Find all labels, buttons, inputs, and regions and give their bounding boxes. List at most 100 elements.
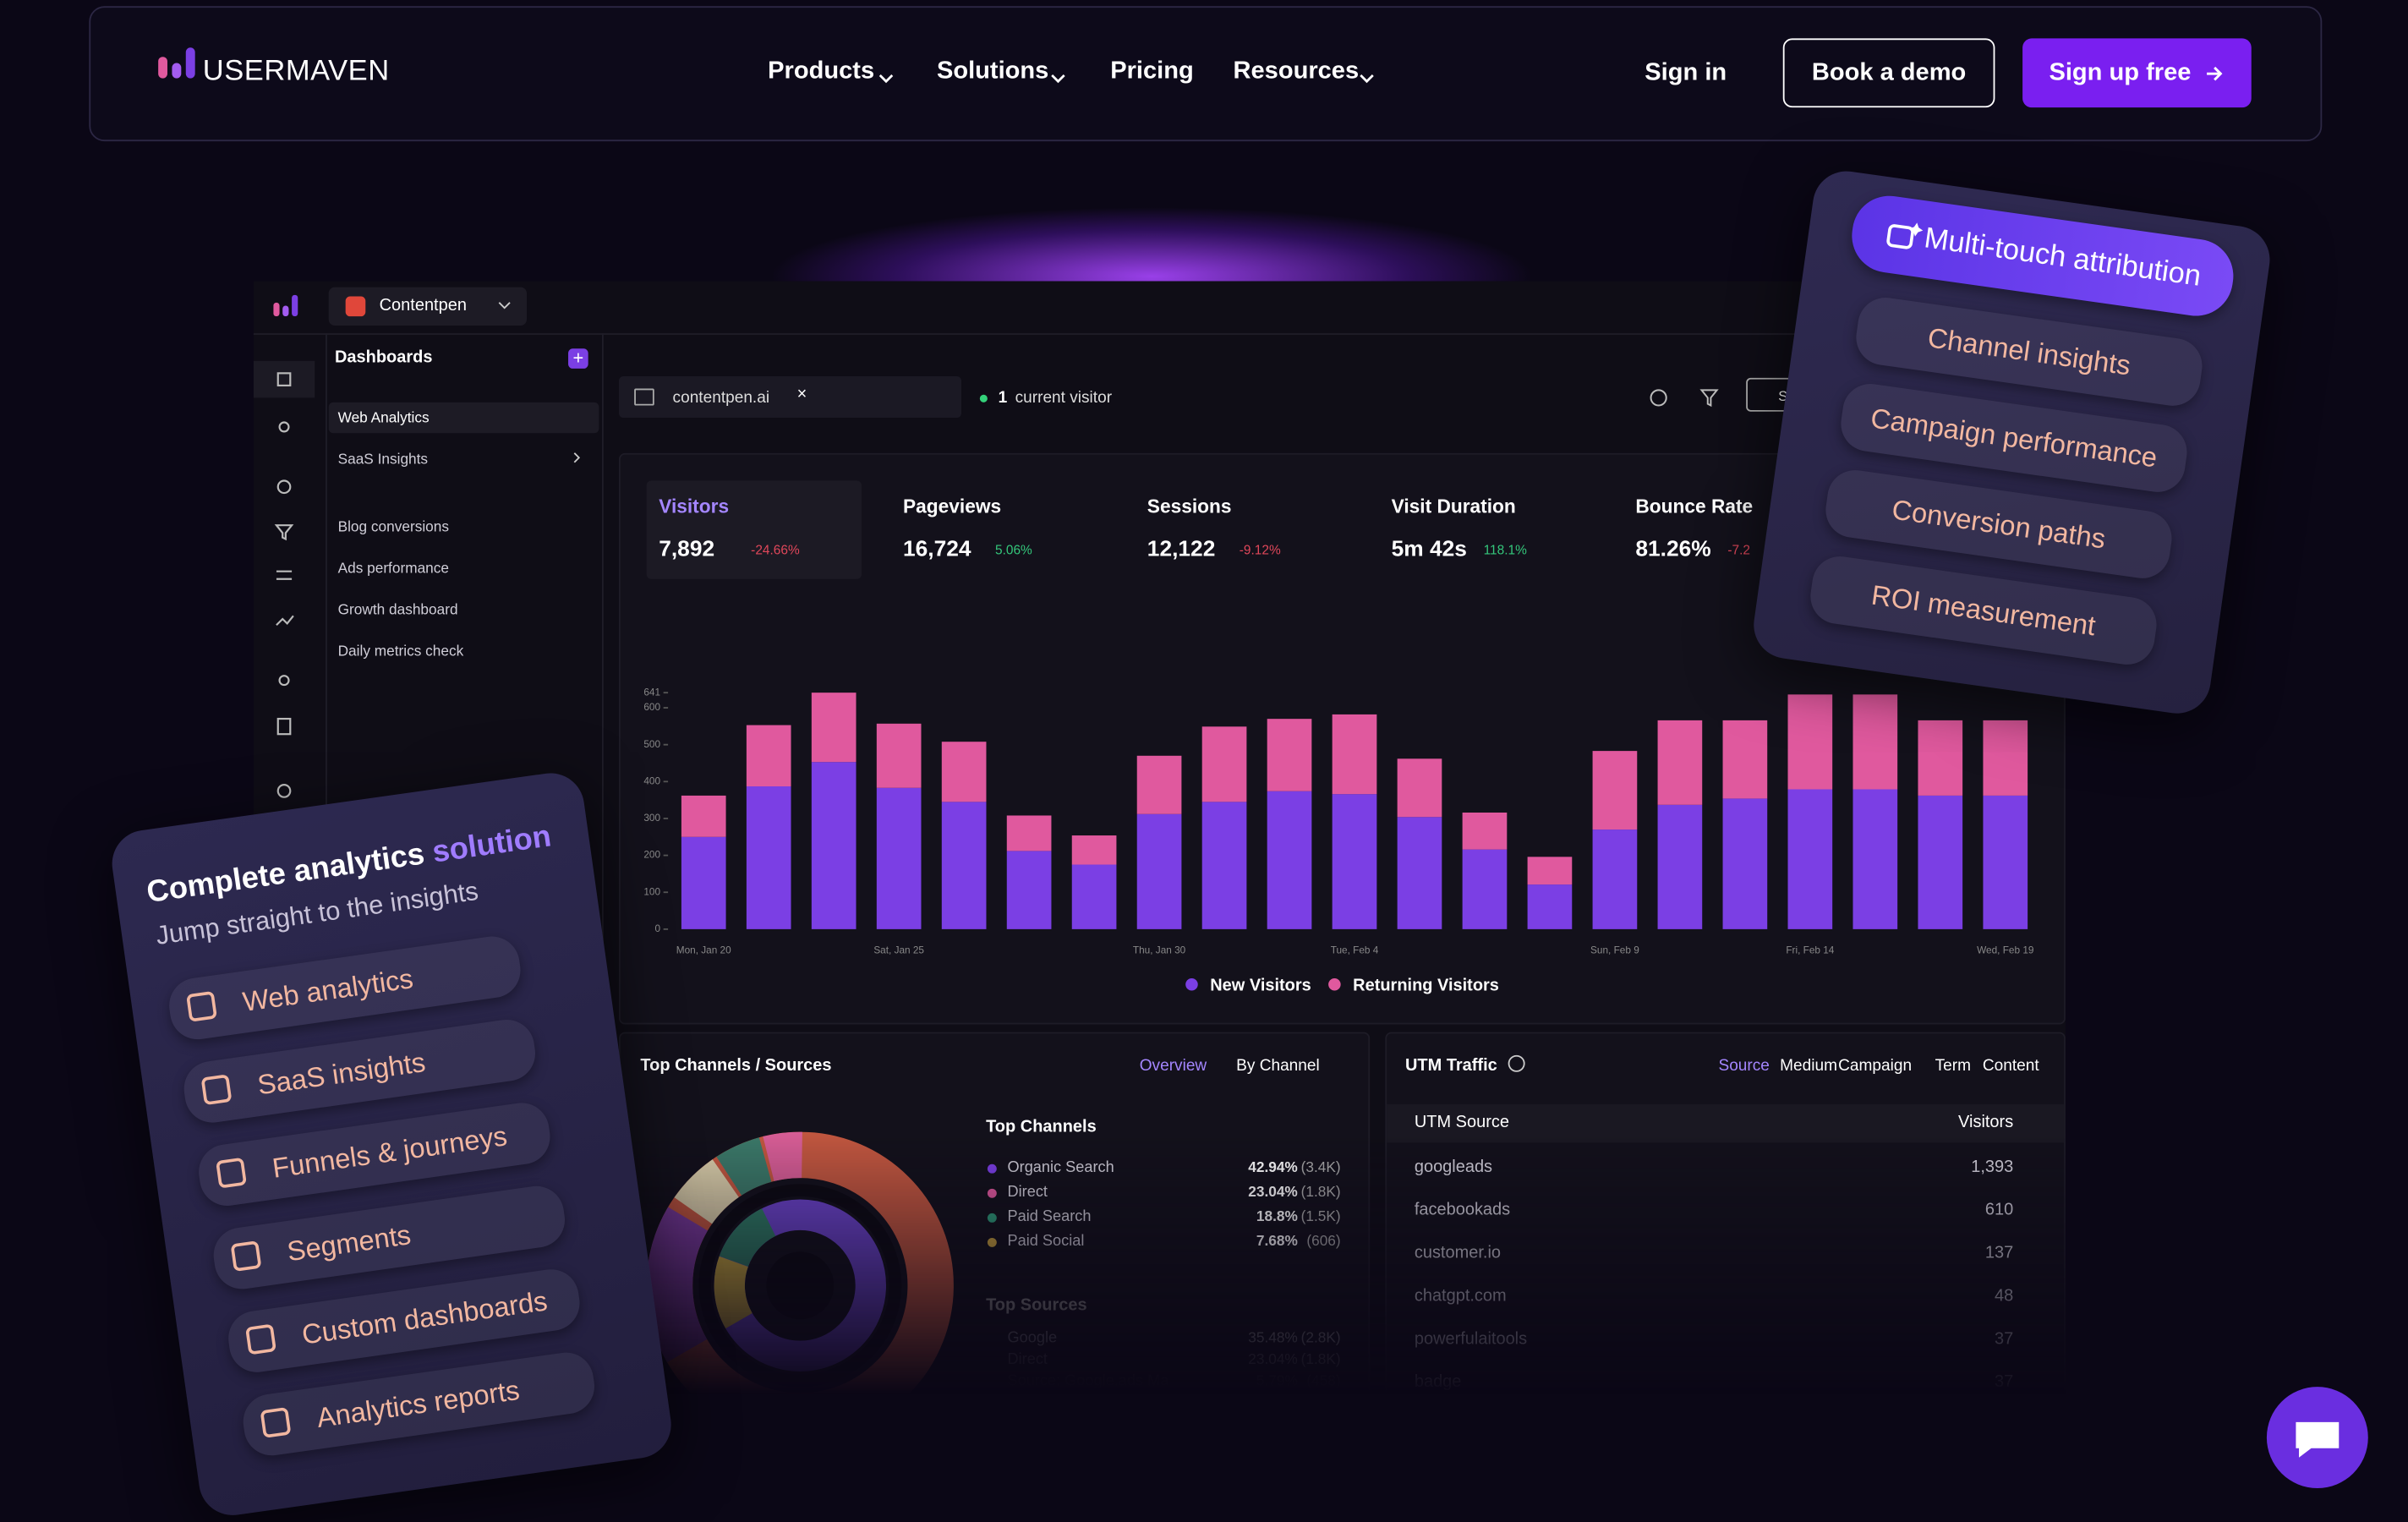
book-demo-label: Book a demo — [1811, 58, 1967, 85]
logo-text: USERMAVEN — [202, 55, 390, 88]
divider — [326, 333, 327, 856]
utm-tab[interactable]: Campaign — [1838, 1056, 1913, 1076]
channel-name: Paid Search — [1007, 1208, 1092, 1226]
bar — [1462, 812, 1508, 850]
utm-visitors: 1,393 — [1971, 1158, 2014, 1177]
x-tick-label: Sat, Jan 25 — [873, 944, 924, 955]
legend-dot — [1328, 978, 1341, 991]
legend-dot — [987, 1188, 997, 1198]
glow — [644, 138, 1659, 293]
sidebar-item[interactable]: SaaS Insights — [337, 452, 429, 468]
arrow-icon — [2206, 65, 2222, 80]
nav-link[interactable]: Pricing — [1110, 58, 1194, 85]
channels-panel: Top Channels / Sources Overview By Chann… — [618, 1032, 1371, 1439]
feature-icon — [186, 990, 217, 1022]
utm-visitors: 137 — [1984, 1244, 2014, 1263]
utm-source: googleads — [1414, 1158, 1493, 1177]
bar — [1983, 720, 2028, 796]
clear-icon[interactable]: × — [796, 385, 807, 404]
workspace-selector[interactable]: Contentpen — [328, 287, 528, 326]
nav-link[interactable]: Resources — [1233, 58, 1360, 85]
sign-up-button[interactable]: Sign up free — [2022, 38, 2252, 108]
tab-overview[interactable]: Overview — [1139, 1056, 1207, 1076]
x-tick-label: Thu, Jan 30 — [1133, 944, 1186, 955]
attribution-card: Multi-touch attribution Channel insights… — [1749, 167, 2274, 718]
utm-source: powerfulaitools — [1414, 1329, 1528, 1349]
chevron — [498, 302, 511, 309]
navbar: USERMAVEN Products Solutions Pricing Resour… — [89, 6, 2323, 142]
sidebar-title: Dashboards — [334, 348, 433, 368]
utm-source: chatgpt.com — [1414, 1287, 1507, 1306]
source-count: (458) — [1306, 1372, 1341, 1390]
channel-name: Direct — [1007, 1184, 1048, 1202]
utm-panel: UTM Traffic Source Medium Campaign Term Cont… — [1385, 1032, 2066, 1435]
bar — [1853, 694, 1898, 790]
sparkle-icon — [1886, 222, 1924, 249]
kpi-value: 12,122 — [1147, 537, 1216, 562]
visitor-count: 1 — [998, 388, 1008, 408]
kpi-change: -24.66% — [751, 542, 800, 558]
nav-link[interactable]: Products — [768, 58, 875, 85]
utm-visitors: 37 — [1994, 1372, 2014, 1392]
bar — [1787, 694, 1833, 790]
utm-visitors: 610 — [1984, 1201, 2014, 1220]
sidebar-item[interactable]: Daily metrics check — [337, 643, 464, 661]
add-dashboard[interactable]: + — [568, 348, 588, 369]
nav-link[interactable]: Solutions — [936, 58, 1049, 85]
book-demo-button[interactable]: Book a demo — [1782, 38, 1995, 108]
utm-source: badge — [1414, 1372, 1462, 1392]
live-dot — [979, 394, 988, 402]
sidebar-item[interactable]: Ads performance — [337, 560, 449, 578]
kpi-label: Visit Duration — [1391, 495, 1516, 518]
x-tick-label: Wed, Feb 19 — [1977, 944, 2033, 955]
channel-share: 42.94% — [1248, 1159, 1298, 1177]
y-tick-label: 641 — [643, 686, 660, 698]
channel-share: 23.04% — [1248, 1184, 1298, 1202]
bar — [1006, 851, 1052, 929]
kpi-value: 16,724 — [903, 537, 971, 562]
utm-tab[interactable]: Term — [1935, 1056, 1971, 1076]
sidebar-item[interactable]: Growth dashboard — [337, 602, 458, 619]
utm-tab[interactable]: Medium — [1780, 1056, 1837, 1076]
active-kpi-bg — [646, 480, 862, 579]
card-title: Multi-touch attribution — [1922, 222, 2203, 293]
header-cell: UTM Source — [1414, 1113, 1509, 1132]
utm-source: customer.io — [1414, 1244, 1502, 1263]
utm-tab[interactable]: Source — [1718, 1056, 1770, 1076]
utm-visitors: 48 — [1994, 1287, 2014, 1306]
domain-selector[interactable]: contentpen.ai × — [618, 376, 962, 419]
chat-button[interactable] — [2266, 1387, 2368, 1489]
sign-in[interactable]: Sign in — [1645, 59, 1727, 86]
channel-count: (1.8K) — [1300, 1184, 1341, 1202]
logo-icon — [158, 47, 195, 79]
bar — [1592, 751, 1638, 830]
section-title: Top Channels — [986, 1118, 1097, 1137]
sidebar-item[interactable]: Web Analytics — [337, 409, 430, 427]
y-tick-label: 0 — [654, 923, 660, 934]
kpi-change: 118.1% — [1483, 542, 1527, 558]
sidebar-item[interactable]: Blog conversions — [337, 518, 450, 536]
bar — [1722, 798, 1768, 929]
bar — [811, 693, 856, 763]
bar — [681, 795, 726, 837]
kpi-label: Sessions — [1147, 495, 1232, 518]
tab-by-channel[interactable]: By Channel — [1236, 1056, 1320, 1076]
x-tick-label: Tue, Feb 4 — [1331, 944, 1379, 955]
x-tick-label: Mon, Jan 20 — [676, 944, 731, 955]
bar — [1332, 794, 1377, 929]
bar — [1397, 758, 1442, 818]
source-count: (1.8K) — [1300, 1351, 1341, 1369]
channel-share: 7.68% — [1256, 1233, 1298, 1251]
bar — [1332, 714, 1377, 795]
bar — [746, 786, 791, 929]
chat-icon — [2296, 1421, 2340, 1458]
bar — [941, 802, 987, 929]
bar — [1267, 719, 1312, 791]
sign-up-label: Sign up free — [2049, 58, 2192, 85]
bar — [1787, 789, 1833, 929]
channel-count: (606) — [1306, 1233, 1341, 1251]
title-accent: solution — [430, 819, 554, 870]
bar — [681, 836, 726, 929]
utm-tab[interactable]: Content — [1982, 1056, 2039, 1076]
